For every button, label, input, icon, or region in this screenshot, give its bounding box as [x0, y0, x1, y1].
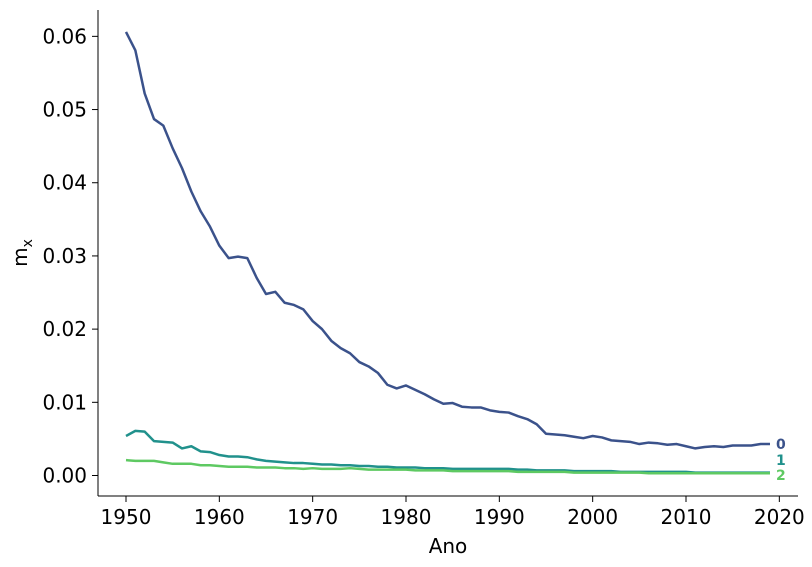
y-axis-title: mx [8, 239, 36, 267]
y-tick-label: 0.00 [42, 464, 87, 488]
y-tick-label: 0.01 [42, 390, 87, 414]
x-tick-label: 1990 [474, 505, 525, 529]
y-axis-title-subscript: x [20, 239, 36, 247]
y-tick-label: 0.03 [42, 244, 87, 268]
y-tick-label: 0.05 [42, 98, 87, 122]
series-end-label-1: 1 [776, 453, 786, 469]
y-axis-title-main: m [8, 247, 32, 266]
x-tick-label: 1960 [194, 505, 245, 529]
series-line-0 [124, 31, 770, 450]
y-axis-ticks: 0.00 0.01 0.02 0.03 0.04 0.05 0.06 [42, 24, 98, 488]
series-end-label-2: 2 [776, 468, 786, 484]
series-end-label-0: 0 [776, 437, 786, 453]
x-axis-title: Ano [429, 534, 468, 558]
x-tick-label: 2020 [754, 505, 805, 529]
x-tick-label: 1970 [287, 505, 338, 529]
y-tick-label: 0.06 [42, 24, 87, 48]
x-axis-ticks: 1950 1960 1970 1980 1990 2000 2010 2020 [101, 496, 805, 529]
y-tick-label: 0.04 [42, 171, 87, 195]
x-tick-label: 2010 [661, 505, 712, 529]
series-lines [124, 31, 770, 475]
x-tick-label: 1980 [381, 505, 432, 529]
y-tick-label: 0.02 [42, 317, 87, 341]
series-line-2 [125, 458, 770, 475]
x-tick-label: 1950 [101, 505, 152, 529]
x-tick-label: 2000 [567, 505, 618, 529]
series-end-labels: 012 [776, 437, 786, 484]
series-line-1 [125, 429, 770, 474]
